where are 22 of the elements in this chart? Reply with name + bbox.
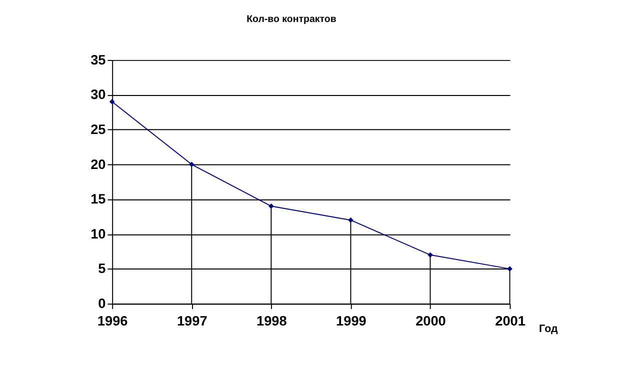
x-tick-label: 2001 bbox=[495, 314, 526, 329]
y-tick-label: 35 bbox=[90, 52, 106, 68]
x-tick-label: 2000 bbox=[416, 314, 446, 329]
x-tick-label: 1996 bbox=[97, 314, 128, 329]
y-tick-label: 0 bbox=[98, 296, 106, 312]
y-tick-label: 5 bbox=[98, 261, 106, 276]
chart-title: Кол-во контрактов bbox=[246, 14, 336, 25]
point bbox=[348, 217, 354, 223]
point bbox=[188, 162, 194, 168]
y-tick-label: 30 bbox=[90, 87, 106, 102]
point bbox=[428, 252, 433, 258]
y-tick-label: 15 bbox=[90, 192, 106, 207]
point bbox=[109, 99, 115, 104]
y-tick-label: 10 bbox=[90, 226, 106, 242]
y-tick-label: 20 bbox=[90, 156, 106, 172]
x-tick-label: 1997 bbox=[176, 314, 208, 329]
point bbox=[507, 266, 512, 272]
x-tick-label: 1998 bbox=[256, 314, 288, 329]
y-tick-label: 25 bbox=[90, 122, 106, 137]
x-tick-label: 1999 bbox=[336, 314, 367, 329]
x-axis-title: Год bbox=[539, 322, 558, 335]
point bbox=[268, 203, 274, 209]
